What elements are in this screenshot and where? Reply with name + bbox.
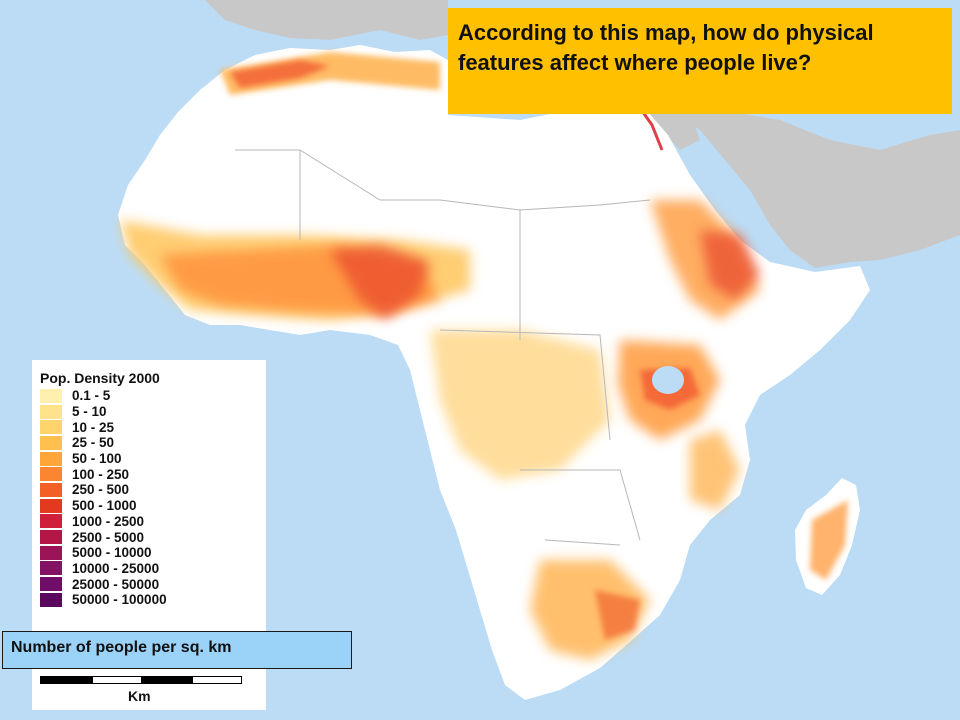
legend-item: 1000 - 2500 <box>40 514 266 530</box>
legend-item: 5000 - 10000 <box>40 545 266 561</box>
scale-bar-segment <box>142 676 192 684</box>
sinai-landmass <box>648 112 700 150</box>
legend-swatch <box>40 530 62 545</box>
legend-item: 50 - 100 <box>40 451 266 467</box>
legend-label: 250 - 500 <box>72 482 130 498</box>
legend-swatch <box>40 467 62 482</box>
question-text: According to this map, how do physical f… <box>458 20 874 75</box>
legend-label: 50 - 100 <box>72 451 122 467</box>
legend-item: 50000 - 100000 <box>40 592 266 608</box>
legend-swatch <box>40 435 62 450</box>
legend-swatch <box>40 420 62 435</box>
legend-label: 500 - 1000 <box>72 498 137 514</box>
legend-label: 100 - 250 <box>72 466 130 482</box>
legend-swatch <box>40 388 62 403</box>
europe-landmass <box>205 0 448 40</box>
legend-label: 25000 - 50000 <box>72 576 160 592</box>
legend-label: 1000 - 2500 <box>72 513 145 529</box>
legend-label: 0.1 - 5 <box>72 388 111 404</box>
scale-bar-segment <box>192 676 242 684</box>
scale-bar-unit: Km <box>128 688 151 704</box>
legend-label: 10 - 25 <box>72 419 115 435</box>
legend-label: 5 - 10 <box>72 404 107 420</box>
legend-swatch <box>40 482 62 497</box>
scale-bar-segment <box>40 676 92 684</box>
legend-item: 500 - 1000 <box>40 498 266 514</box>
lake-victoria <box>654 368 682 392</box>
legend-title: Pop. Density 2000 <box>40 370 160 386</box>
scale-bar-segment <box>92 676 142 684</box>
legend-item: 10000 - 25000 <box>40 561 266 577</box>
legend-item: 100 - 250 <box>40 466 266 482</box>
units-caption: Number of people per sq. km <box>2 631 352 669</box>
middle-east-landmass <box>680 110 960 268</box>
density-overlay <box>120 52 848 660</box>
legend-swatch <box>40 451 62 466</box>
legend-label: 2500 - 5000 <box>72 529 145 545</box>
question-box: According to this map, how do physical f… <box>448 8 952 114</box>
legend-swatch <box>40 545 62 560</box>
legend-item: 0.1 - 5 <box>40 388 266 404</box>
legend-item: 10 - 25 <box>40 419 266 435</box>
legend-swatch <box>40 592 62 607</box>
legend-item: 250 - 500 <box>40 482 266 498</box>
legend-swatch <box>40 498 62 513</box>
legend-item: 25 - 50 <box>40 435 266 451</box>
legend-label: 50000 - 100000 <box>72 592 167 608</box>
legend-label: 25 - 50 <box>72 435 115 451</box>
scale-bar: Km <box>40 674 244 706</box>
units-caption-text: Number of people per sq. km <box>11 639 232 656</box>
legend-label: 5000 - 10000 <box>72 545 152 561</box>
legend-item: 25000 - 50000 <box>40 576 266 592</box>
legend-swatch <box>40 514 62 529</box>
legend-item: 2500 - 5000 <box>40 529 266 545</box>
legend-swatch <box>40 561 62 576</box>
legend-swatch <box>40 404 62 419</box>
legend-label: 10000 - 25000 <box>72 560 160 576</box>
country-borders <box>235 149 651 546</box>
legend-item: 5 - 10 <box>40 404 266 420</box>
legend-swatch <box>40 577 62 592</box>
